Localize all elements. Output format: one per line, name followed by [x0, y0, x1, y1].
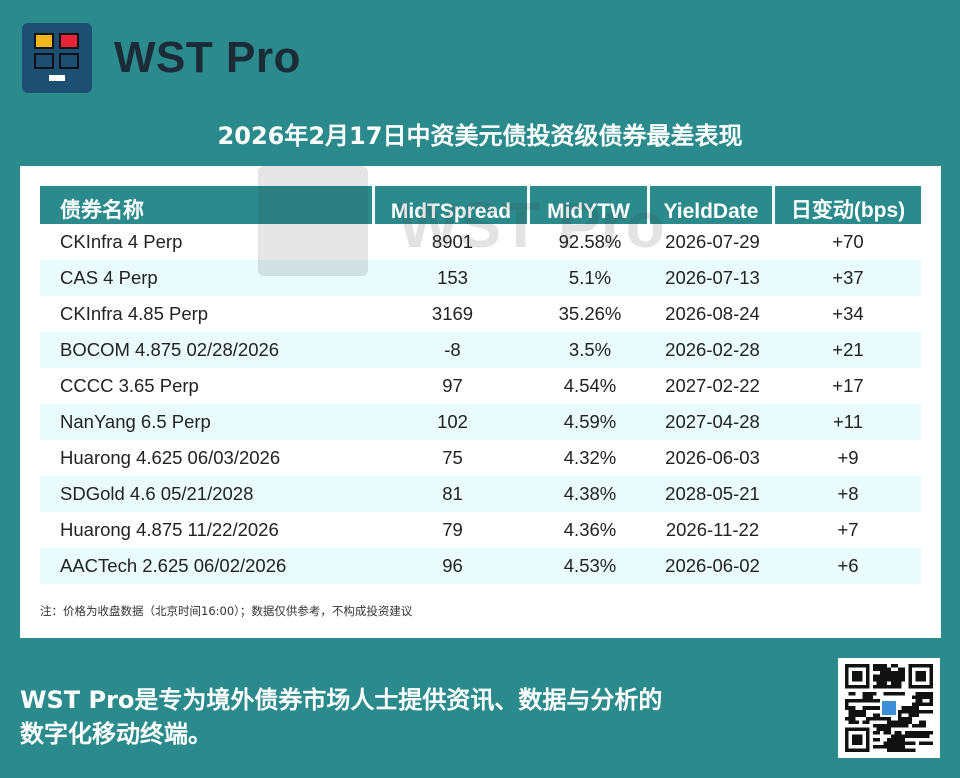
table-row: AACTech 2.625 06/02/2026 96 4.53% 2026-06-0… — [40, 548, 921, 584]
table-row: CCCC 3.65 Perp 97 4.54% 2027-02-22 +17 — [40, 368, 921, 404]
table-row: BOCOM 4.875 02/28/2026 -8 3.5% 2026-02-28 +2… — [40, 332, 921, 368]
cell-midtspread: 8901 — [431, 231, 474, 252]
cell-bond-name: BOCOM 4.875 02/28/2026 — [40, 332, 375, 368]
cell-midytw: 4.53% — [530, 548, 650, 584]
header-midytw: MidYTW — [530, 186, 650, 224]
header-yielddate: YieldDate — [650, 186, 775, 224]
cell-bond-name: Huarong 4.875 11/22/2026 — [60, 519, 279, 540]
cell-yielddate: 2026-07-13 — [650, 260, 775, 296]
table-row: CKInfra 4.85 Perp 3169 35.26% 2026-08-24 +34 — [40, 296, 921, 332]
brand-name: WST Pro — [114, 33, 301, 82]
table-row: Huarong 4.625 06/03/2026 75 4.32% 2026-06-0… — [40, 440, 921, 476]
cell-daily-change: +70 — [832, 231, 864, 252]
logo-icon — [22, 23, 92, 93]
cell-bond-name: AACTech 2.625 06/02/2026 — [40, 548, 375, 584]
cell-midtspread: 97 — [442, 375, 463, 396]
cell-yielddate: 2026-11-22 — [665, 519, 760, 540]
cell-midytw: 35.26% — [558, 303, 622, 324]
cell-yielddate: 2026-08-24 — [665, 303, 760, 324]
cell-midtspread: -8 — [375, 332, 530, 368]
cell-midytw: 4.32% — [563, 447, 617, 468]
cell-yielddate: 2026-02-28 — [650, 332, 775, 368]
cell-midtspread: 153 — [375, 260, 530, 296]
slogan-line-1: WST Pro是专为境外债券市场人士提供资讯、数据与分析的 — [20, 686, 663, 714]
cell-midtspread: 3169 — [431, 303, 474, 324]
cell-daily-change: +37 — [775, 260, 921, 296]
qr-code-icon — [838, 658, 940, 758]
cell-midtspread: 81 — [375, 476, 530, 512]
cell-midtspread: 102 — [375, 404, 530, 440]
cell-daily-change: +21 — [775, 332, 921, 368]
cell-bond-name: Huarong 4.625 06/03/2026 — [60, 447, 281, 468]
cell-daily-change: +34 — [832, 303, 864, 324]
cell-daily-change: +7 — [837, 519, 859, 540]
cell-midtspread: 75 — [442, 447, 463, 468]
cell-yielddate: 2027-04-28 — [650, 404, 775, 440]
cell-yielddate: 2026-06-03 — [665, 447, 760, 468]
cell-bond-name: SDGold 4.6 05/21/2028 — [40, 476, 375, 512]
header-bond-name: 债券名称 — [40, 186, 375, 224]
table-row: CAS 4 Perp 153 5.1% 2026-07-13 +37 — [40, 260, 921, 296]
cell-bond-name: CAS 4 Perp — [40, 260, 375, 296]
cell-bond-name: NanYang 6.5 Perp — [40, 404, 375, 440]
cell-daily-change: +11 — [775, 404, 921, 440]
header: WST Pro — [22, 22, 301, 94]
cell-midtspread: 79 — [442, 519, 463, 540]
cell-yielddate: 2028-05-21 — [650, 476, 775, 512]
header-daily-change: 日变动(bps) — [775, 186, 921, 224]
table-row: SDGold 4.6 05/21/2028 81 4.38% 2028-05-21 +8 — [40, 476, 921, 512]
cell-midtspread: 96 — [375, 548, 530, 584]
cell-yielddate: 2026-06-02 — [650, 548, 775, 584]
cell-midytw: 4.38% — [530, 476, 650, 512]
table-row: CKInfra 4 Perp 8901 92.58% 2026-07-29 +70 — [40, 224, 921, 260]
page-title: 2026年2月17日中资美元债投资级债券最差表现 — [217, 122, 743, 150]
cell-daily-change: +9 — [837, 447, 859, 468]
table-header-row: 债券名称 MidTSpread MidYTW YieldDate 日变动(bps… — [40, 186, 921, 224]
cell-midytw: 4.36% — [563, 519, 617, 540]
table-card: 债券名称 MidTSpread MidYTW YieldDate 日变动(bps… — [20, 166, 941, 638]
header-midtspread: MidTSpread — [375, 186, 530, 224]
cell-bond-name: CKInfra 4 Perp — [60, 231, 183, 252]
footnote: 注：价格为收盘数据（北京时间16:00）；数据仅供参考，不构成投资建议 — [40, 604, 413, 618]
cell-midytw: 3.5% — [530, 332, 650, 368]
cell-midytw: 4.54% — [563, 375, 617, 396]
cell-midytw: 4.59% — [530, 404, 650, 440]
slogan: WST Pro是专为境外债券市场人士提供资讯、数据与分析的 数字化移动终端。 — [20, 683, 800, 751]
cell-daily-change: +17 — [832, 375, 864, 396]
cell-bond-name: CKInfra 4.85 Perp — [60, 303, 209, 324]
cell-midytw: 92.58% — [558, 231, 622, 252]
table-row: NanYang 6.5 Perp 102 4.59% 2027-04-28 +11 — [40, 404, 921, 440]
slogan-line-2: 数字化移动终端。 — [20, 720, 212, 748]
cell-midytw: 5.1% — [530, 260, 650, 296]
cell-daily-change: +8 — [775, 476, 921, 512]
table-row: Huarong 4.875 11/22/2026 79 4.36% 2026-11-2… — [40, 512, 921, 548]
bond-table: 债券名称 MidTSpread MidYTW YieldDate 日变动(bps… — [40, 186, 921, 584]
cell-bond-name: CCCC 3.65 Perp — [60, 375, 199, 396]
cell-yielddate: 2026-07-29 — [665, 231, 760, 252]
cell-yielddate: 2027-02-22 — [665, 375, 760, 396]
cell-daily-change: +6 — [775, 548, 921, 584]
